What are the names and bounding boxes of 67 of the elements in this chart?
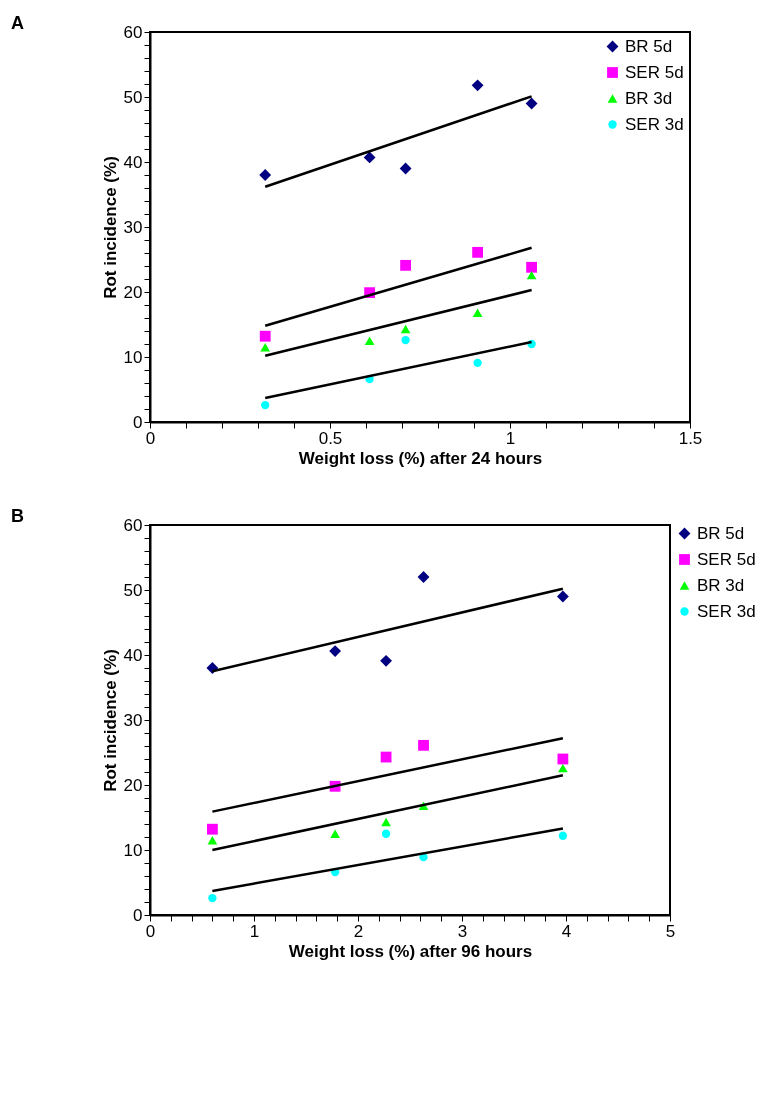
point bbox=[526, 261, 537, 273]
point bbox=[207, 836, 218, 845]
point bbox=[473, 358, 482, 368]
point bbox=[417, 571, 430, 583]
legend-label: SER 5d bbox=[625, 62, 684, 82]
point bbox=[401, 335, 410, 345]
x-tick-label: 3 bbox=[457, 921, 468, 941]
legend-label: SER 5d bbox=[697, 549, 756, 569]
point bbox=[400, 259, 411, 271]
legend-label: BR 5d bbox=[625, 36, 673, 56]
point bbox=[471, 79, 484, 92]
point bbox=[208, 893, 217, 903]
point bbox=[259, 169, 272, 181]
point bbox=[472, 246, 483, 258]
y-tick-label: 0 bbox=[133, 412, 143, 432]
y-tick-label: 20 bbox=[123, 282, 143, 302]
point bbox=[380, 654, 392, 667]
point bbox=[381, 829, 391, 838]
y-axis-title: Rot incidence (%) bbox=[100, 649, 120, 792]
y-tick-label: 50 bbox=[123, 87, 143, 107]
point bbox=[363, 151, 376, 164]
y-axis-title: Rot incidence (%) bbox=[100, 156, 120, 299]
x-axis-title: Weight loss (%) after 96 hours bbox=[288, 941, 533, 961]
y-tick-label: 30 bbox=[123, 710, 143, 730]
point bbox=[418, 739, 429, 751]
point bbox=[526, 270, 537, 280]
point bbox=[472, 308, 483, 317]
point bbox=[381, 817, 391, 827]
y-tick-label: 60 bbox=[123, 515, 143, 535]
legend-label: BR 3d bbox=[697, 575, 745, 595]
point bbox=[399, 162, 412, 175]
legend-label: SER 3d bbox=[625, 114, 684, 134]
x-tick-label: 2 bbox=[353, 921, 364, 941]
point bbox=[261, 400, 270, 410]
legend-label: BR 3d bbox=[625, 88, 673, 108]
legend-label: SER 3d bbox=[697, 601, 756, 621]
chart-title: B bbox=[11, 506, 25, 526]
point bbox=[557, 753, 569, 765]
y-tick-label: 50 bbox=[123, 580, 143, 600]
point bbox=[558, 831, 568, 840]
y-tick-label: 30 bbox=[123, 217, 143, 237]
point bbox=[558, 763, 568, 773]
point bbox=[364, 336, 375, 345]
point bbox=[207, 823, 218, 835]
legend-label: BR 5d bbox=[697, 523, 745, 543]
x-tick-label: 4 bbox=[561, 921, 572, 941]
x-tick-label: 1.5 bbox=[678, 428, 703, 448]
point bbox=[525, 97, 538, 110]
chart-title: A bbox=[11, 13, 25, 33]
x-tick-label: 1 bbox=[249, 921, 260, 941]
x-tick-label: 0.5 bbox=[318, 428, 343, 448]
point bbox=[556, 590, 569, 603]
y-tick-label: 0 bbox=[133, 905, 143, 925]
point bbox=[400, 324, 411, 334]
x-axis-title: Weight loss (%) after 24 hours bbox=[298, 448, 543, 468]
y-tick-label: 10 bbox=[123, 347, 143, 367]
x-tick-label: 1 bbox=[505, 428, 516, 448]
x-tick-label: 5 bbox=[665, 921, 676, 941]
point bbox=[329, 645, 342, 658]
point bbox=[259, 330, 271, 342]
y-tick-label: 40 bbox=[123, 152, 143, 172]
point bbox=[260, 343, 271, 352]
point bbox=[330, 829, 340, 838]
y-tick-label: 20 bbox=[123, 775, 143, 795]
y-tick-label: 60 bbox=[123, 22, 143, 42]
y-tick-label: 10 bbox=[123, 840, 143, 860]
y-tick-label: 40 bbox=[123, 645, 143, 665]
